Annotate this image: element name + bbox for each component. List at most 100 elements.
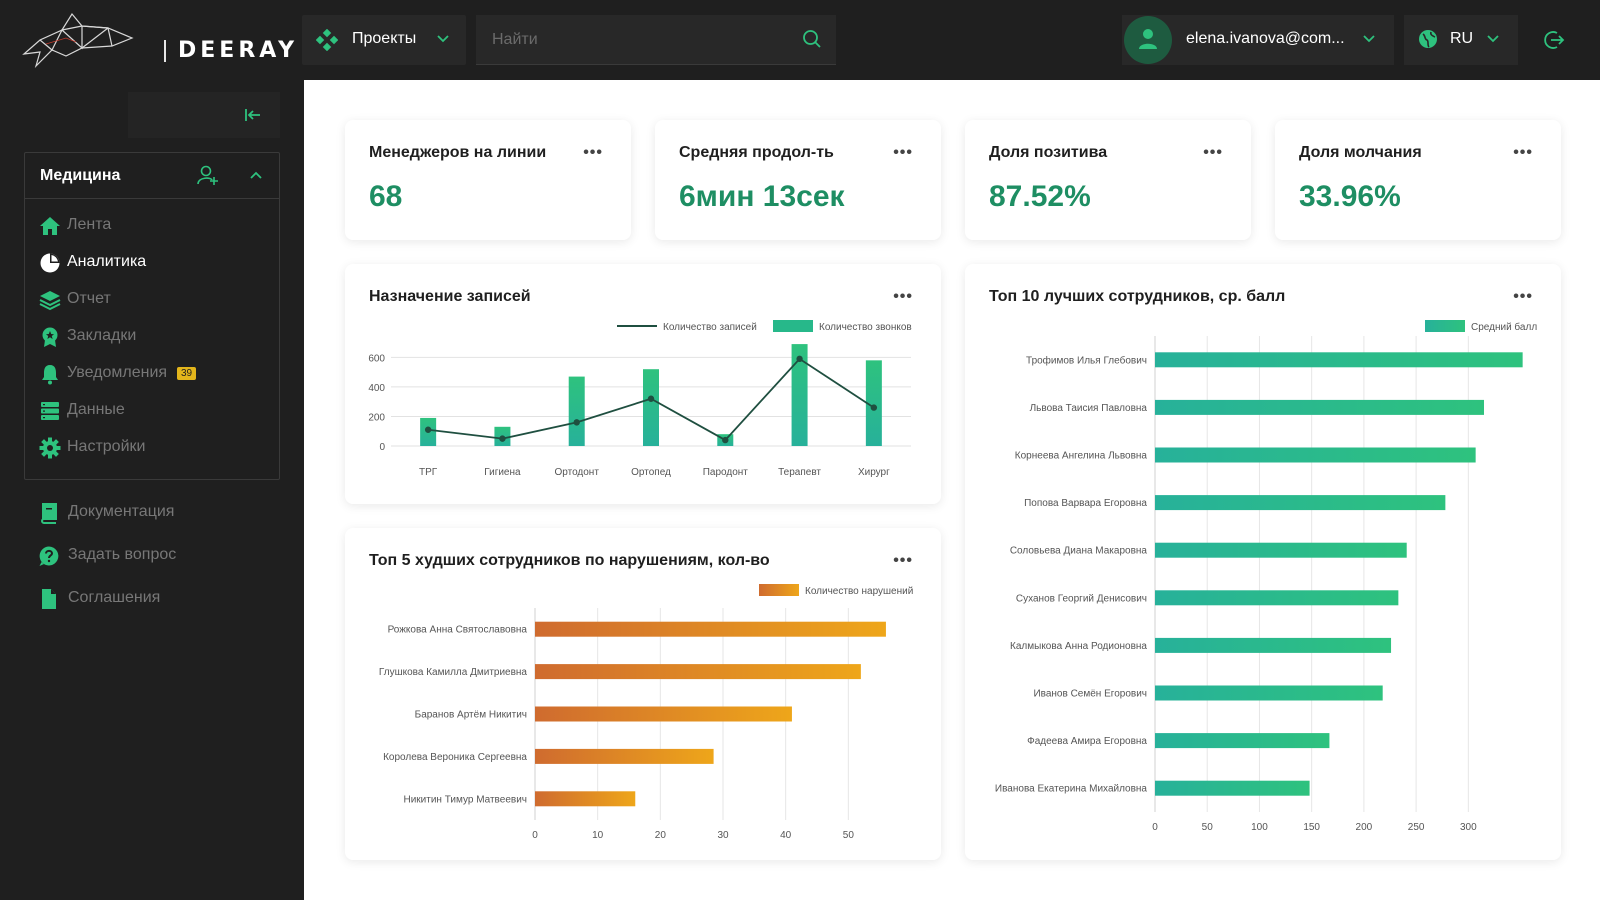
y-tick-label: Соловьева Диана Макаровна: [1010, 546, 1148, 557]
bar: [1155, 399, 1484, 415]
legend-label: Количество записей: [663, 322, 757, 333]
line-point: [647, 395, 655, 402]
sidebar-item-feed[interactable]: Лента: [39, 213, 269, 239]
y-tick-label: Никитин Тимур Матвеевич: [403, 794, 527, 805]
sidebar-item-data[interactable]: Данные: [39, 398, 269, 424]
search-box: [476, 15, 836, 65]
x-tick-label: 250: [1408, 822, 1425, 833]
legend-label: Количество звонков: [819, 322, 912, 333]
kpi-title: Менеджеров на линии: [369, 144, 547, 161]
user-menu[interactable]: elena.ivanova@com...: [1122, 15, 1394, 65]
sidebar: Медицина Лента Аналитика Отчет Закладки …: [0, 80, 304, 900]
user-email: elena.ivanova@com...: [1186, 30, 1345, 47]
kpi-card-silence-share: Доля молчания ••• 33.96%: [1275, 120, 1561, 240]
sidebar-item-report[interactable]: Отчет: [39, 287, 269, 313]
more-options-button[interactable]: •••: [1513, 144, 1533, 161]
sidebar-item-settings[interactable]: Настройки: [39, 435, 269, 461]
bar: [1155, 637, 1392, 653]
chevron-down-icon: [1363, 35, 1375, 43]
more-options-button[interactable]: •••: [583, 144, 603, 161]
sidebar-item-label: Документация: [68, 503, 175, 520]
more-options-button[interactable]: •••: [893, 552, 913, 569]
chart-card-worst-employees: Топ 5 худших сотрудников по нарушениям, …: [345, 528, 941, 860]
document-icon: [42, 589, 56, 609]
kpi-value: 6мин 13сек: [679, 180, 845, 213]
y-tick-label: 200: [368, 412, 385, 423]
sidebar-item-label: Аналитика: [67, 253, 147, 270]
line-point: [499, 435, 506, 442]
bar: [865, 360, 882, 446]
add-user-icon[interactable]: [197, 164, 219, 186]
bar: [1155, 352, 1523, 368]
sidebar-item-analytics[interactable]: Аналитика: [39, 250, 269, 276]
sidebar-item-notifications[interactable]: Уведомления 39: [39, 361, 269, 387]
sidebar-item-bookmarks[interactable]: Закладки: [39, 324, 269, 350]
more-options-button[interactable]: •••: [893, 144, 913, 161]
y-tick-label: Королева Вероника Сергеевна: [383, 752, 527, 763]
question-icon: [39, 546, 59, 566]
bar: [535, 621, 886, 637]
line-point: [722, 436, 729, 444]
y-tick-label: Львова Таисия Павловна: [1030, 403, 1148, 414]
language-selector[interactable]: RU: [1404, 15, 1518, 65]
legend-bar-swatch: [1425, 320, 1465, 332]
layers-icon: [39, 291, 61, 311]
top-bar: DEERAY Проекты elena.ivanova@com... RU: [0, 0, 1600, 80]
kpi-value: 87.52%: [989, 180, 1091, 213]
bar: [1155, 733, 1330, 749]
chart-card-appointments: Назначение записей ••• Количество записе…: [345, 264, 941, 504]
sidebar-group-header[interactable]: Медицина: [25, 153, 279, 199]
line-point: [424, 426, 432, 433]
database-icon: [41, 402, 59, 420]
worst-employees-chart: Количество нарушений 0 10 20 30 40 50 Рожкова …: [379, 584, 913, 841]
legend-label: Количество нарушений: [805, 586, 913, 597]
y-tick-label: Суханов Георгий Денисович: [1016, 593, 1147, 604]
line-point: [870, 404, 878, 411]
appointments-chart: Количество записей Количество звонков 0 2…: [368, 320, 912, 478]
more-options-button[interactable]: •••: [893, 288, 913, 305]
logo[interactable]: DEERAY: [22, 12, 294, 69]
kpi-title: Средняя продол-ть: [679, 144, 834, 161]
book-icon: [41, 503, 57, 524]
y-tick-label: Иванова Екатерина Михайловна: [995, 784, 1148, 795]
sidebar-item-label: Настройки: [67, 438, 146, 455]
y-tick-label: Трофимов Илья Глебович: [1026, 354, 1147, 366]
chevron-up-icon[interactable]: [249, 168, 263, 182]
globe-icon: [1419, 30, 1437, 48]
projects-dropdown[interactable]: Проекты: [302, 15, 466, 65]
bar: [535, 748, 714, 764]
sidebar-item-label: Задать вопрос: [68, 546, 177, 563]
sidebar-item-documentation[interactable]: Документация: [38, 500, 278, 526]
search-icon[interactable]: [802, 29, 822, 49]
x-tick-label: 300: [1460, 822, 1477, 833]
kpi-card-positive-share: Доля позитива ••• 87.52%: [965, 120, 1251, 240]
projects-label: Проекты: [352, 30, 417, 47]
search-input[interactable]: [492, 28, 782, 52]
x-tick-label: Гигиена: [484, 467, 521, 478]
x-tick-label: 100: [1251, 822, 1268, 833]
more-options-button[interactable]: •••: [1513, 288, 1533, 305]
chart-title: Топ 10 лучших сотрудников, ср. балл: [989, 288, 1286, 305]
more-options-button[interactable]: •••: [1203, 144, 1223, 161]
line-point: [573, 419, 580, 426]
x-tick-label: 0: [532, 830, 538, 841]
notification-count-badge: 39: [177, 367, 197, 380]
sidebar-item-label: Данные: [67, 401, 125, 418]
y-tick-label: Баранов Артём Никитич: [415, 710, 527, 721]
kpi-value: 33.96%: [1299, 180, 1401, 213]
sidebar-group-title: Медицина: [40, 167, 121, 184]
x-tick-label: Терапевт: [778, 467, 821, 478]
sidebar-item-ask-question[interactable]: Задать вопрос: [38, 543, 278, 569]
x-tick-label: 30: [717, 830, 729, 841]
y-tick-label: Рожкова Анна Святославовна: [388, 625, 528, 636]
collapse-sidebar-button[interactable]: [128, 92, 280, 138]
sidebar-item-label: Уведомления: [67, 364, 168, 381]
sidebar-item-agreements[interactable]: Соглашения: [38, 586, 278, 612]
y-tick-label: 600: [368, 353, 385, 364]
bar: [791, 344, 808, 446]
x-tick-label: Пародонт: [703, 467, 749, 478]
sidebar-group-medicine: Медицина Лента Аналитика Отчет Закладки …: [24, 152, 280, 480]
bar: [535, 791, 636, 807]
logout-button[interactable]: [1528, 15, 1580, 65]
sidebar-item-label: Закладки: [67, 327, 137, 344]
